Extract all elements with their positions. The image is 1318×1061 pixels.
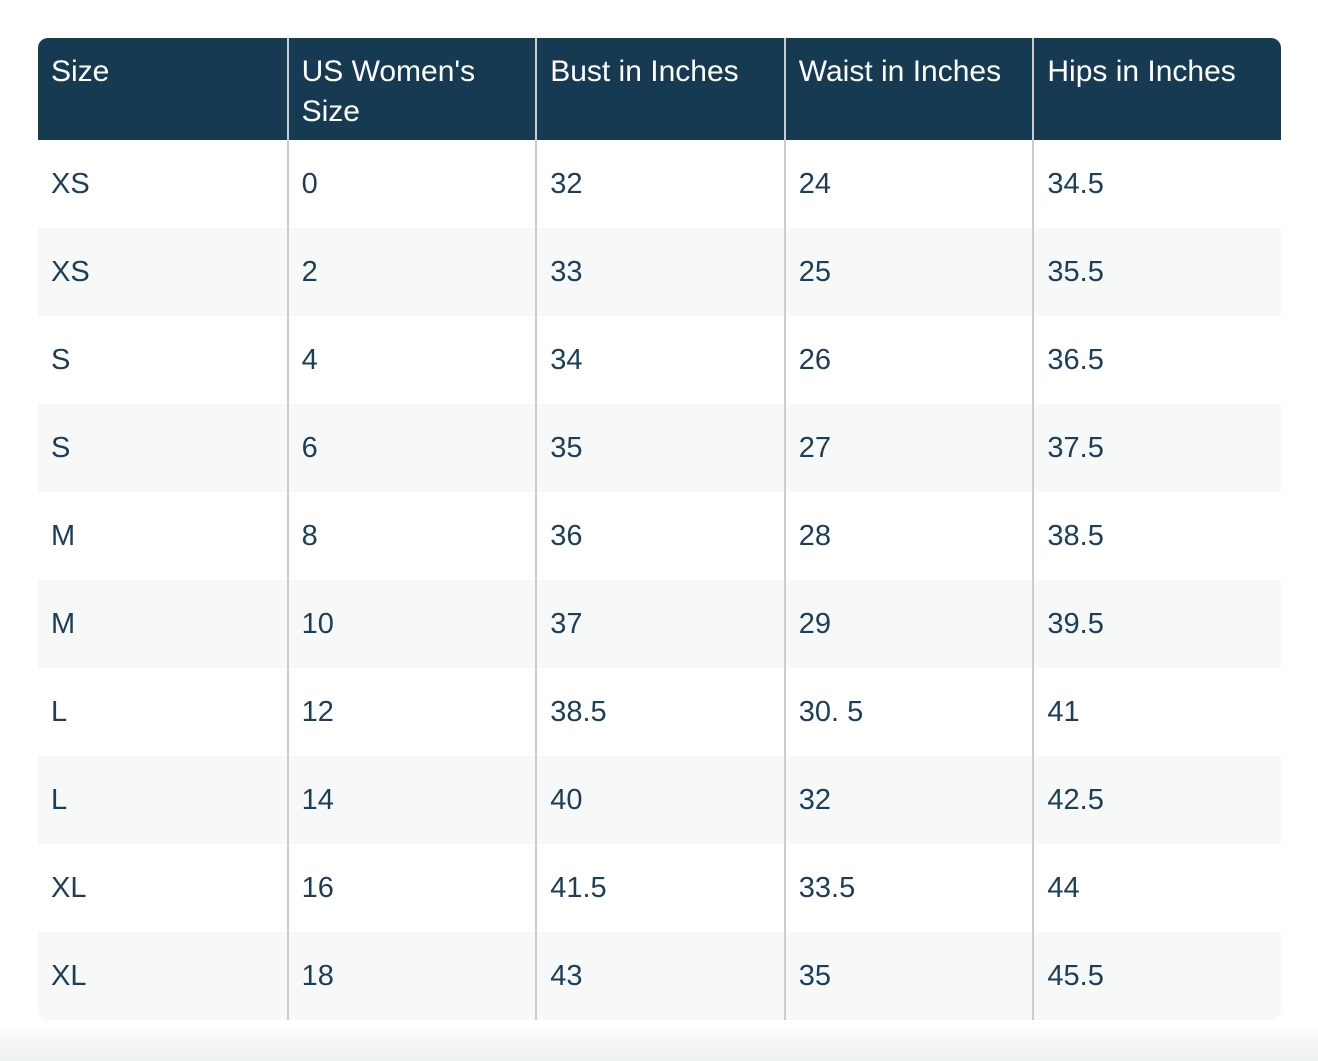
table-cell: XL — [38, 844, 287, 932]
table-cell: L — [38, 668, 287, 756]
table-row: XS 2 33 25 35.5 — [38, 228, 1281, 316]
table-cell: 41.5 — [535, 844, 784, 932]
table-cell: 43 — [535, 932, 784, 1020]
header-row: Size US Women's Size Bust in Inches Waist i… — [38, 38, 1281, 140]
table-cell: M — [38, 580, 287, 668]
table-row: XL 18 43 35 45.5 — [38, 932, 1281, 1020]
table-cell: 35.5 — [1032, 228, 1281, 316]
table-cell: 8 — [286, 492, 536, 580]
table-cell: 18 — [286, 932, 536, 1020]
table-row: XS 0 32 24 34.5 — [38, 140, 1281, 228]
table-cell: 27 — [783, 404, 1033, 492]
table-cell: 33.5 — [783, 844, 1033, 932]
table-row: S 4 34 26 36.5 — [38, 316, 1281, 404]
table-cell: 36 — [535, 492, 784, 580]
table-cell: 38.5 — [1032, 492, 1281, 580]
table-cell: 16 — [286, 844, 536, 932]
table-cell: XL — [38, 932, 287, 1020]
table-cell: 12 — [286, 668, 536, 756]
table-cell: 4 — [286, 316, 536, 404]
column-header-waist-in-inches: Waist in Inches — [783, 38, 1033, 140]
table-cell: XS — [38, 228, 287, 316]
column-header-hips-in-inches: Hips in Inches — [1032, 38, 1281, 140]
table-cell: 39.5 — [1032, 580, 1281, 668]
table-cell: 35 — [783, 932, 1033, 1020]
table-cell: 32 — [535, 140, 784, 228]
table-cell: 32 — [783, 756, 1033, 844]
table-cell: 34.5 — [1032, 140, 1281, 228]
column-header-size: Size — [38, 38, 287, 140]
table-cell: 42.5 — [1032, 756, 1281, 844]
table-cell: 37.5 — [1032, 404, 1281, 492]
table-cell: M — [38, 492, 287, 580]
table-row: L 14 40 32 42.5 — [38, 756, 1281, 844]
column-header-bust-in-inches: Bust in Inches — [535, 38, 784, 140]
table-cell: 36.5 — [1032, 316, 1281, 404]
table-cell: 6 — [286, 404, 536, 492]
table-cell: 10 — [286, 580, 536, 668]
table-cell: 41 — [1032, 668, 1281, 756]
table-cell: 30. 5 — [783, 668, 1033, 756]
bottom-gradient — [0, 1022, 1318, 1061]
table-cell: 26 — [783, 316, 1033, 404]
table-cell: 24 — [783, 140, 1033, 228]
table-header: Size US Women's Size Bust in Inches Waist i… — [38, 38, 1281, 140]
table-cell: 35 — [535, 404, 784, 492]
table-cell: S — [38, 404, 287, 492]
size-chart-table: Size US Women's Size Bust in Inches Waist i… — [38, 38, 1281, 1020]
table-cell: 44 — [1032, 844, 1281, 932]
table-row: M 8 36 28 38.5 — [38, 492, 1281, 580]
table-body: XS 0 32 24 34.5 XS 2 33 25 35.5 S 4 34 26 36.5 S 6 35 27 37… — [38, 140, 1281, 1020]
table-row: XL 16 41.5 33.5 44 — [38, 844, 1281, 932]
table-cell: 45.5 — [1032, 932, 1281, 1020]
table-row: M 10 37 29 39.5 — [38, 580, 1281, 668]
table-cell: 40 — [535, 756, 784, 844]
column-header-us-women-s-size: US Women's Size — [286, 38, 536, 140]
table-cell: S — [38, 316, 287, 404]
table-cell: 34 — [535, 316, 784, 404]
table-row: S 6 35 27 37.5 — [38, 404, 1281, 492]
table-cell: XS — [38, 140, 287, 228]
table-row: L 12 38.5 30. 5 41 — [38, 668, 1281, 756]
table-cell: 25 — [783, 228, 1033, 316]
table-cell: 2 — [286, 228, 536, 316]
table-cell: 38.5 — [535, 668, 784, 756]
table-cell: 0 — [286, 140, 536, 228]
table-cell: 28 — [783, 492, 1033, 580]
table-cell: 33 — [535, 228, 784, 316]
table-cell: 29 — [783, 580, 1033, 668]
table-cell: L — [38, 756, 287, 844]
table-cell: 14 — [286, 756, 536, 844]
table-cell: 37 — [535, 580, 784, 668]
